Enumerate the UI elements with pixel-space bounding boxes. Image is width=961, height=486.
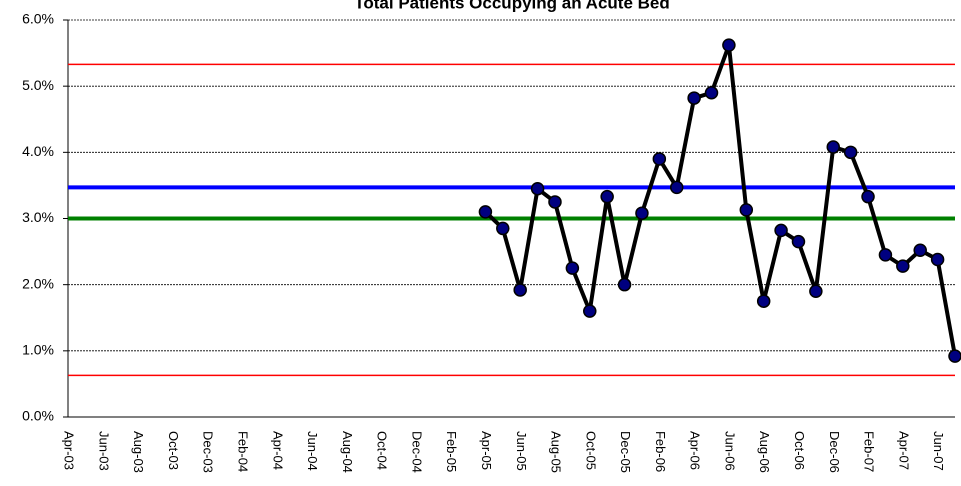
data-point — [722, 38, 736, 52]
x-tick-label: Apr-05 — [479, 431, 494, 470]
x-tick-label: Oct-05 — [583, 431, 598, 470]
x-tick-label: Jun-07 — [931, 431, 946, 471]
data-point — [600, 189, 614, 204]
y-tick-label: 5.0% — [22, 77, 54, 93]
x-tick-label: Apr-07 — [896, 431, 911, 470]
data-point — [843, 145, 858, 160]
data-point — [756, 294, 771, 308]
data-point — [913, 243, 927, 258]
data-point — [739, 203, 754, 217]
data-point — [635, 206, 649, 220]
data-point — [548, 195, 562, 209]
y-tick-label: 6.0% — [22, 11, 54, 27]
x-tick-label: Dec-03 — [201, 431, 216, 473]
x-tick-label: Aug-05 — [549, 431, 564, 473]
x-tick-label: Jun-04 — [305, 431, 320, 471]
y-tick-label: 4.0% — [22, 143, 54, 159]
x-tick-label: Oct-06 — [792, 431, 807, 470]
x-tick-label: Feb-05 — [444, 431, 459, 472]
data-point — [478, 205, 493, 219]
x-tick-label: Dec-06 — [827, 431, 842, 473]
x-tick-label: Jun-05 — [514, 431, 529, 471]
data-point — [809, 284, 823, 299]
y-tick-label: 1.0% — [22, 342, 54, 358]
x-tick-label: Aug-06 — [757, 431, 772, 473]
data-point — [687, 91, 701, 105]
x-tick-label: Aug-03 — [131, 431, 146, 473]
data-point — [861, 189, 875, 204]
x-tick-label: Apr-03 — [62, 431, 77, 470]
x-tick-label: Feb-04 — [235, 431, 250, 472]
data-point — [930, 252, 945, 267]
x-tick-label: Dec-05 — [618, 431, 633, 473]
chart-title: Total Patients Occupying an Acute Bed — [354, 0, 670, 12]
x-tick-label: Jun-06 — [722, 431, 737, 471]
data-point — [513, 283, 527, 297]
x-tick-label: Apr-06 — [688, 431, 703, 470]
data-point — [878, 248, 893, 262]
x-tick-label: Dec-04 — [409, 431, 424, 473]
x-tick-label: Apr-04 — [270, 431, 285, 470]
x-tick-label: Oct-04 — [375, 431, 390, 470]
data-point — [948, 349, 961, 363]
data-point — [530, 181, 545, 196]
data-point — [496, 221, 510, 236]
data-point — [791, 234, 806, 249]
x-tick-label: Feb-06 — [653, 431, 668, 472]
y-tick-label: 2.0% — [22, 275, 54, 291]
x-tick-label: Oct-03 — [166, 431, 181, 470]
x-tick-label: Jun-03 — [96, 431, 111, 471]
y-tick-label: 3.0% — [22, 209, 54, 225]
data-point — [704, 86, 719, 100]
data-point — [669, 180, 684, 195]
y-tick-label: 0.0% — [22, 408, 54, 424]
data-point — [826, 140, 841, 154]
x-tick-label: Feb-07 — [862, 431, 877, 472]
data-line — [484, 43, 957, 357]
x-tick-label: Aug-04 — [340, 431, 355, 473]
data-point — [896, 259, 910, 273]
data-point — [565, 261, 580, 275]
data-point — [652, 152, 667, 166]
data-point — [583, 304, 597, 318]
data-point — [617, 277, 632, 292]
data-point — [774, 223, 788, 238]
